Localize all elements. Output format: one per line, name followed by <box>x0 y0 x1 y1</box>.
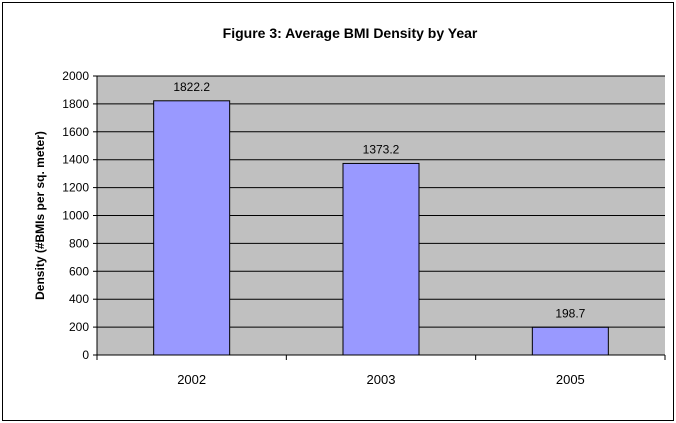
y-tick-label-8: 1600 <box>62 125 89 139</box>
data-label-2003: 1373.2 <box>363 142 400 156</box>
axes <box>93 75 666 360</box>
bar-2002 <box>153 100 231 356</box>
x-tick-label-2003: 2003 <box>367 372 396 387</box>
y-tick-label-3: 600 <box>69 264 89 278</box>
y-tick-labels: 0 200 400 600 800 1000 1200 1400 1600 1800 2000 <box>62 69 89 362</box>
x-tick-labels: 2002 2003 2005 <box>177 372 585 387</box>
y-tick-label-9: 1800 <box>62 97 89 111</box>
bar-2003 <box>342 162 420 356</box>
y-tick-label-0: 0 <box>82 348 89 362</box>
data-label-2002: 1822.2 <box>173 80 210 94</box>
y-tick-label-1: 200 <box>69 320 89 334</box>
chart-title: Figure 3: Average BMI Density by Year <box>223 25 478 41</box>
y-tick-label-2: 400 <box>69 292 89 306</box>
data-label-2005: 198.7 <box>555 306 585 320</box>
y-tick-label-6: 1200 <box>62 181 89 195</box>
y-axis-label: Density (#BMIs per sq. meter) <box>33 131 47 300</box>
y-tick-label-10: 2000 <box>62 69 89 83</box>
y-tick-label-7: 1400 <box>62 153 89 167</box>
y-tick-label-5: 1000 <box>62 209 89 223</box>
x-tick-label-2005: 2005 <box>556 372 585 387</box>
y-tick-label-4: 800 <box>69 236 89 250</box>
bar-2005 <box>531 326 609 356</box>
x-tick-label-2002: 2002 <box>177 372 206 387</box>
bars <box>153 100 609 356</box>
data-labels: 1822.2 1373.2 198.7 <box>173 80 585 320</box>
